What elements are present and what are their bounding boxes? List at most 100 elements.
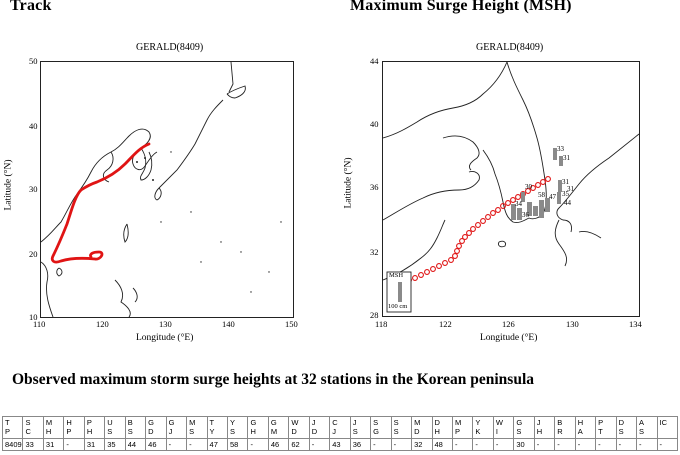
- msh-xtick-134: 134: [629, 319, 642, 329]
- table-value-cell: 33: [22, 438, 44, 451]
- table-value-cell: -: [247, 438, 269, 451]
- japan-shikoku: [578, 231, 602, 239]
- table-value-cell: -: [308, 438, 330, 451]
- hainan: [56, 267, 63, 277]
- china-coast-north: [383, 62, 508, 139]
- table-value-cell: 31: [42, 438, 64, 451]
- track-panel-title: GERALD(8409): [136, 42, 204, 53]
- japan-kyushu: [554, 219, 568, 267]
- msh-heading: Maximum Surge Height (MSH): [350, 0, 572, 14]
- station-code-line2: S: [352, 427, 358, 436]
- station-code-line1: IC: [659, 418, 668, 427]
- station-code-line2: D: [291, 427, 297, 436]
- bar-label: 31: [562, 178, 569, 186]
- korea-west-coast: [482, 149, 530, 223]
- track-xtick-110: 110: [33, 319, 46, 329]
- station-code-line2: S: [516, 427, 522, 436]
- station-code-line2: D: [311, 427, 318, 436]
- philippines-coast: [114, 279, 138, 317]
- taiwan-coast: [123, 223, 129, 243]
- station-code-line1: H: [66, 418, 72, 427]
- station-code-line2: S: [127, 427, 133, 436]
- station-code-line1: G: [168, 418, 175, 427]
- shandong-coast: [383, 171, 480, 221]
- table-value-cell: 46: [267, 438, 289, 451]
- station-code-line2: I: [495, 427, 498, 436]
- jeju-coast: [498, 240, 506, 248]
- table-value-cell: -: [451, 438, 473, 451]
- station-code-line1: P: [86, 418, 92, 427]
- station-code-line1: D: [434, 418, 440, 427]
- table-value-cell: -: [472, 438, 494, 451]
- station-code-line1: T: [5, 418, 10, 427]
- table-value-row: 8409 33 31-31 35 44 46- -47 58-46 62-43 36- -32 48-…: [1, 438, 678, 451]
- table-value-cell: 30: [513, 438, 535, 451]
- station-code-line1: G: [148, 418, 155, 427]
- korea-coast: [140, 147, 153, 181]
- msh-xtick-122: 122: [439, 319, 452, 329]
- liaodong-coast: [442, 135, 480, 171]
- msh-ytick-44: 44: [370, 56, 379, 66]
- bar-label: 30: [525, 183, 532, 191]
- table-value-cell: -: [390, 438, 412, 451]
- sakhalin: [228, 62, 234, 93]
- japan-hokkaido: [226, 85, 246, 99]
- table-caption: Observed maximum storm surge heights at …: [12, 371, 534, 388]
- station-code-line2: H: [45, 427, 52, 436]
- msh-legend-top: MSH: [389, 272, 404, 279]
- track-xlabel: Longitude (°E): [136, 333, 194, 343]
- table-value-cell: -: [595, 438, 617, 451]
- surge-bars: [511, 148, 563, 220]
- sea-indochina: [41, 261, 54, 317]
- station-code-line1: W: [291, 418, 299, 427]
- station-code-line1: G: [270, 418, 277, 427]
- table-value-cell: 58: [226, 438, 248, 451]
- table-value-cell: 47: [206, 438, 228, 451]
- bar-label: 47: [549, 193, 556, 201]
- bar-label: 33: [557, 145, 564, 153]
- msh-ytick-32: 32: [370, 247, 379, 257]
- table-value-cell: 48: [431, 438, 453, 451]
- storm-track-circles: [388, 176, 551, 291]
- station-code-line2: R: [557, 427, 563, 436]
- kyushu: [154, 187, 162, 201]
- station-code-line1: C: [332, 418, 338, 427]
- table-value-cell: -: [370, 438, 392, 451]
- track-xtick-130: 130: [159, 319, 172, 329]
- table-value-cell: 46: [145, 438, 167, 451]
- station-code-line2: C: [25, 427, 31, 436]
- station-code-line2: P: [66, 427, 72, 436]
- bar-label: 35: [562, 190, 569, 198]
- msh-ytick-40: 40: [370, 119, 379, 129]
- station-code-line1: Y: [475, 418, 481, 427]
- table-value-cell: -: [63, 438, 85, 451]
- station-code-line1: G: [516, 418, 523, 427]
- track-ytick-30: 30: [29, 184, 38, 194]
- station-code-line1: G: [250, 418, 257, 427]
- storm-track-line: [50, 142, 151, 264]
- track-map: [40, 61, 294, 318]
- station-code-line1: M: [414, 418, 421, 427]
- track-ylabel: Latitude (°N): [3, 159, 14, 211]
- table-header-cell: IC: [656, 416, 678, 439]
- station-code-line2: M: [270, 427, 278, 436]
- track-ytick-40: 40: [29, 121, 38, 131]
- bar-label: 31: [563, 154, 570, 162]
- station-code-line2: T: [598, 427, 603, 436]
